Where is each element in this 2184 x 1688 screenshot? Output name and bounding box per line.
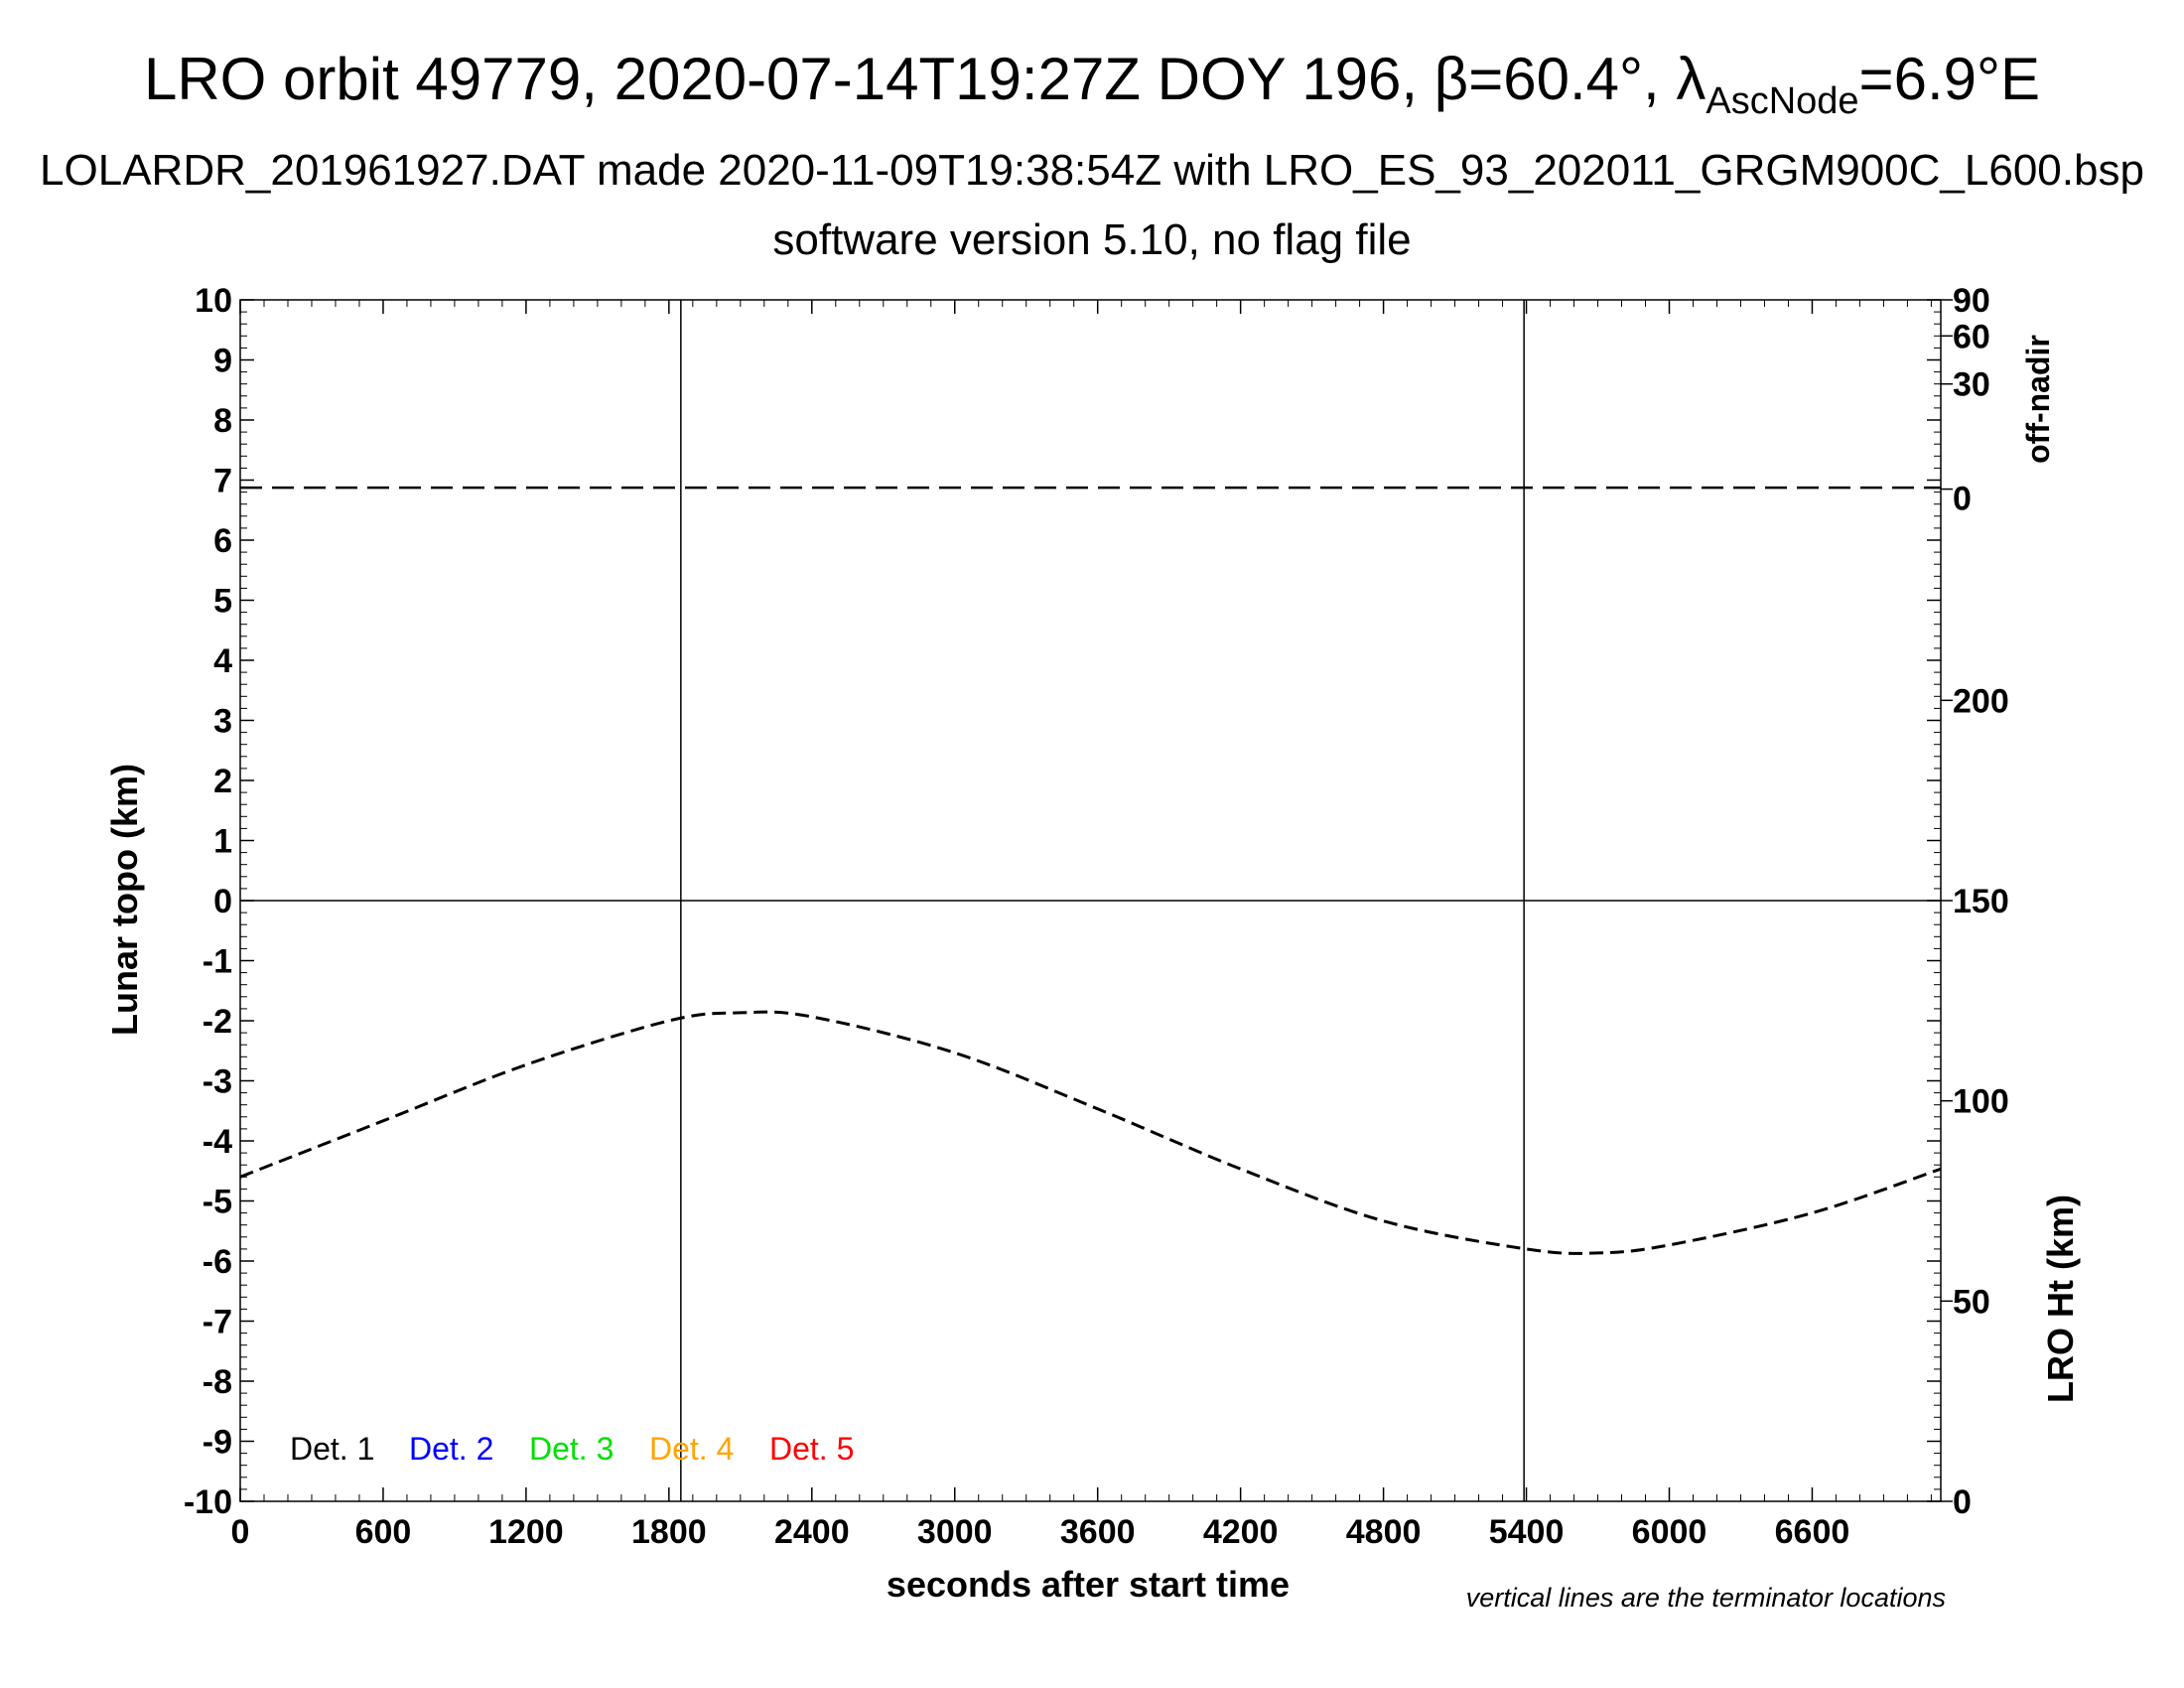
- x-tick-label: 2400: [774, 1513, 850, 1551]
- chart-subtitle-2: software version 5.10, no flag file: [772, 215, 1411, 264]
- lro-height-series: [239, 1010, 1942, 1255]
- y-tick-label: -10: [184, 1483, 232, 1521]
- y-tick-label: -7: [203, 1304, 232, 1341]
- y-tick-label: -9: [203, 1424, 232, 1462]
- height-tick-label: 100: [1953, 1083, 2009, 1121]
- off-nadir-tick-label: 90: [1953, 282, 1990, 320]
- y-tick-label: -4: [203, 1123, 232, 1161]
- x-tick-label: 3000: [917, 1513, 993, 1551]
- x-tick-label: 1200: [488, 1513, 564, 1551]
- x-tick-label: 4800: [1346, 1513, 1422, 1551]
- y-tick-label: 2: [213, 763, 232, 800]
- lro-height-axis-label: LRO Ht (km): [2040, 1195, 2081, 1403]
- y-tick-label: 7: [213, 463, 232, 500]
- x-tick-label: 3600: [1060, 1513, 1136, 1551]
- y-tick-label: 5: [213, 583, 232, 621]
- x-tick-label: 5400: [1489, 1513, 1565, 1551]
- y-tick-label: 6: [213, 522, 232, 560]
- x-tick-label: 600: [355, 1513, 412, 1551]
- height-tick-label: 150: [1953, 883, 2009, 920]
- y-tick-label: 0: [213, 883, 232, 920]
- footnote: vertical lines are the terminator locati…: [1466, 1583, 1946, 1613]
- y-tick-label: 8: [213, 402, 232, 440]
- y-tick-label: -6: [203, 1243, 232, 1281]
- legend-entry-det-5: Det. 5: [769, 1431, 854, 1467]
- off-nadir-tick-label: 0: [1953, 481, 1972, 518]
- chart-subtitle: LOLARDR_201961927.DAT made 2020-11-09T19…: [40, 146, 2144, 195]
- height-tick-label: 0: [1953, 1483, 1972, 1521]
- y-tick-label: 9: [213, 343, 232, 380]
- y-tick-label: -8: [203, 1363, 232, 1401]
- y-axis-label: Lunar topo (km): [104, 764, 145, 1036]
- height-tick-label: 200: [1953, 682, 2009, 720]
- legend-entry-det-4: Det. 4: [649, 1431, 734, 1467]
- x-tick-label: 1800: [631, 1513, 707, 1551]
- y-tick-label: 10: [195, 282, 232, 320]
- y-tick-label: 3: [213, 703, 232, 741]
- x-tick-label: 4200: [1203, 1513, 1279, 1551]
- height-tick-label: 50: [1953, 1283, 1990, 1321]
- off-nadir-axis-label: off-nadir: [2020, 335, 2056, 464]
- x-tick-label: 6600: [1775, 1513, 1850, 1551]
- y-tick-label: -2: [203, 1003, 232, 1041]
- y-tick-label: 4: [213, 642, 232, 680]
- off-nadir-tick-label: 30: [1953, 366, 1990, 404]
- x-tick-label: 6000: [1632, 1513, 1707, 1551]
- off-nadir-tick-label: 60: [1953, 318, 1990, 355]
- y-tick-label: -5: [203, 1184, 232, 1221]
- x-axis-label: seconds after start time: [887, 1564, 1290, 1605]
- legend-entry-det-2: Det. 2: [409, 1431, 493, 1467]
- y-tick-label: 1: [213, 823, 232, 861]
- y-tick-label: -3: [203, 1063, 232, 1101]
- legend-entry-det-1: Det. 1: [290, 1431, 374, 1467]
- x-tick-label: 0: [231, 1513, 250, 1551]
- chart-title: LRO orbit 49779, 2020-07-14T19:27Z DOY 1…: [144, 46, 2040, 122]
- y-tick-label: -1: [203, 943, 232, 981]
- legend-entry-det-3: Det. 3: [529, 1431, 614, 1467]
